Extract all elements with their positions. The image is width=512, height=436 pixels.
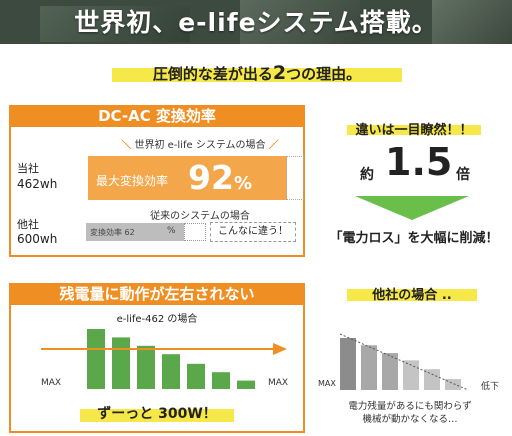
chart-caption: e-life-462 の場合 [117,312,198,325]
elife-chart-bar [212,372,230,389]
other-chart-bar [382,353,398,390]
others-note-line1: 電力残量があるにも関わらず [348,401,472,412]
ours-efficiency-unit: % [233,173,252,194]
max-label: MAX [318,379,336,388]
difference-callout: こんなに違う！ [210,222,296,242]
elife-power-chart: e-life-462 の場合 MAX MAX [41,312,288,389]
others-title: 他社の場合 .. [372,288,452,303]
ours-efficiency-value: 92% [188,158,252,197]
elife-chart-bar [162,354,180,389]
elife-chart-bar [237,380,255,389]
ratio-prefix: 約 [360,167,374,183]
ratio-display: 約 1.5 倍 [360,140,490,190]
max-label-right: MAX [268,378,288,388]
yellow-highlight [80,409,234,422]
other-bar-label: 変換効率 62 [90,228,135,237]
yellow-highlight [112,68,402,82]
constant-output-text: ずーっと 300W！ [97,406,217,422]
others-note-line2: 機械が動かなくなる… [362,414,458,425]
yellow-highlight [347,125,481,135]
low-label: 低下 [481,380,499,392]
difference-title: 違いは一目瞭然！！ [355,123,473,138]
reasons-text-pre: 圧倒的な差が出る [152,65,273,83]
efficiency-title: DC-AC 変換効率 [9,105,305,127]
ours-caption: ＼ 世界初 e-life システムの場合 ／ [110,136,290,151]
loss-reduction-text: 「電力ロス」を大幅に削減！ [329,231,499,246]
elife-chart-bar [87,329,105,389]
ratio-suffix: 倍 [456,167,470,183]
banner-title: 世界初、e-lifeシステム搭載。 [74,8,438,37]
other-chart-bar [340,338,356,390]
other-bar-unit: % [167,226,176,236]
difference-heading: 違いは一目瞭然！！ [347,119,481,138]
accent-slash-icon: ／ [268,140,279,151]
circuit-board-decoration [240,0,360,44]
reasons-text-post: つの理由。 [286,65,362,83]
declining-line [339,333,469,391]
top-banner: 世界初、e-lifeシステム搭載。 [0,0,512,44]
elife-chart-bar [112,337,130,389]
ours-company-label: 当社 [17,162,39,175]
arrow-right-icon [273,343,287,355]
circuit-board-decoration [40,6,190,42]
reasons-number: 2 [272,62,287,84]
remaining-power-title: 残電量に動作が左右されない [9,283,305,305]
others-note: 電力残量があるにも関わらず 機械が動かなくなる… [330,400,490,426]
other-efficiency-bar [86,223,184,241]
other-power-chart: MAX 低下 [318,333,499,392]
other-chart-bar [403,360,419,390]
down-arrow-icon [355,196,469,220]
ours-efficiency-number: 92 [188,158,234,197]
ours-efficiency-remainder [286,156,304,200]
other-capacity: 600wh [17,232,58,246]
other-chart-bar [361,345,377,390]
circuit-board-decoration [432,0,512,44]
other-efficiency-remainder [184,223,206,241]
ours-efficiency-bar [88,156,287,200]
yellow-highlight [347,289,477,301]
other-chart-bar [424,369,440,390]
other-caption: 従来のシステムの場合 [150,211,250,222]
other-chart-bar [445,379,461,390]
accent-slash-icon: ＼ [121,140,132,151]
others-heading: 他社の場合 .. [347,283,477,303]
constant-output-result: ずーっと 300W！ [80,402,234,424]
ours-capacity: 462wh [17,177,58,191]
other-company-label: 他社 [17,218,39,231]
reasons-heading: 圧倒的な差が出る2つの理由。 [112,60,402,84]
ratio-value: 1.5 [385,140,453,184]
elife-chart-bar [137,345,155,389]
elife-chart-bar [187,363,205,389]
ours-caption-text: 世界初 e-life システムの場合 [134,140,266,151]
ours-bar-label: 最大変換効率 [96,174,169,188]
max-label-left: MAX [41,378,61,388]
